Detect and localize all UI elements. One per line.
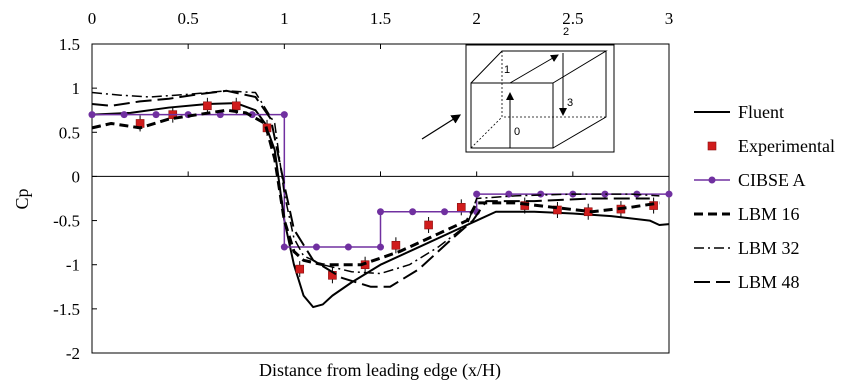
y-tick-label: 0 bbox=[72, 167, 81, 186]
cibse-a-point bbox=[312, 243, 320, 251]
experimental-point bbox=[203, 101, 212, 111]
cibse-a-point bbox=[152, 111, 160, 119]
inset-frame bbox=[465, 44, 615, 153]
legend-label-experimental: Experimental bbox=[738, 136, 835, 156]
legend-label-lbm-16: LBM 16 bbox=[738, 204, 800, 224]
x-axis-title: Distance from leading edge (x/H) bbox=[259, 360, 501, 381]
path-arrow-top bbox=[509, 54, 559, 84]
cibse-a-point bbox=[280, 243, 288, 251]
y-tick-label: 0.5 bbox=[59, 123, 80, 142]
legend-label-lbm-32: LBM 32 bbox=[738, 238, 800, 258]
cibse-a-point bbox=[601, 190, 609, 198]
cibse-a-point bbox=[537, 190, 545, 198]
cube-hidden-diagonal bbox=[470, 116, 503, 149]
axes: 0 0.5 1 1.5 2 2.5 31.510.50-0.5-1-1.5-2 bbox=[53, 9, 673, 363]
x-tick-label: 0 bbox=[88, 9, 97, 28]
cibse-a-point bbox=[377, 243, 384, 251]
cibse-a-point bbox=[120, 111, 128, 119]
y-tick-label: -1 bbox=[66, 256, 80, 275]
experimental-point bbox=[424, 220, 433, 230]
cibse-a-point bbox=[344, 243, 352, 251]
experimental-point bbox=[295, 264, 305, 274]
legend: Fluent Experimental CIBSE A LBM 16 LBM 32 LBM… bbox=[694, 102, 835, 292]
y-tick-label: -1.5 bbox=[53, 300, 80, 319]
x-tick-label: 2.5 bbox=[562, 9, 583, 28]
lbm-48-line bbox=[91, 89, 650, 288]
x-tick-label: 2 bbox=[472, 9, 481, 28]
y-axis-title: Cp bbox=[12, 188, 32, 209]
inset-label-3: 3 bbox=[567, 97, 573, 109]
inset-label-2: 2 bbox=[563, 26, 569, 38]
x-tick-label: 0.5 bbox=[178, 9, 199, 28]
inset-flow-arrow bbox=[421, 114, 462, 140]
cibse-a-point bbox=[280, 111, 288, 119]
experimental-point bbox=[231, 101, 241, 111]
x-tick-label: 1 bbox=[280, 9, 289, 28]
y-tick-label: -2 bbox=[66, 344, 80, 363]
experimental-point bbox=[391, 240, 401, 250]
series-group bbox=[88, 89, 673, 309]
cibse-a-point bbox=[473, 190, 481, 198]
cibse-a-point bbox=[441, 208, 449, 216]
y-tick-label: 1 bbox=[72, 79, 81, 98]
legend-marker-cibse-a bbox=[708, 176, 716, 184]
cube-hidden-edges bbox=[501, 51, 606, 118]
lbm-16-line bbox=[91, 108, 660, 267]
cube-inset: 0 1 2 3 bbox=[421, 26, 615, 153]
legend-swatch-experimental bbox=[707, 141, 717, 151]
experimental-point bbox=[553, 205, 562, 215]
inset-label-0: 0 bbox=[514, 126, 520, 138]
cibse-a-point bbox=[88, 111, 96, 119]
x-tick-label: 1.5 bbox=[370, 9, 391, 28]
cibse-a-point bbox=[377, 208, 384, 216]
x-tick-label: 3 bbox=[665, 9, 674, 28]
legend-label-lbm-48: LBM 48 bbox=[738, 272, 800, 292]
cibse-a-point bbox=[409, 208, 417, 216]
lbm-32-line bbox=[91, 90, 660, 275]
y-tick-label: 1.5 bbox=[59, 35, 80, 54]
legend-label-cibse-a: CIBSE A bbox=[738, 170, 806, 190]
legend-label-fluent: Fluent bbox=[738, 102, 784, 122]
cube-top-edges bbox=[470, 50, 608, 84]
cibse-a-point bbox=[665, 190, 673, 198]
inset-label-1: 1 bbox=[504, 64, 510, 76]
experimental-point bbox=[456, 203, 466, 212]
y-tick-label: -0.5 bbox=[53, 212, 80, 231]
